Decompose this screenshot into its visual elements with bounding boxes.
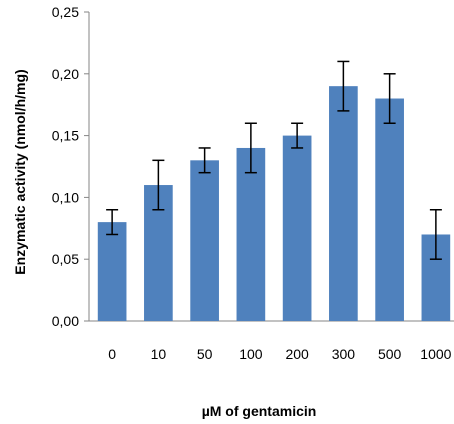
x-tick-label: 100 bbox=[239, 346, 263, 362]
bar bbox=[282, 135, 312, 321]
y-tick-label: 0,10 bbox=[52, 189, 79, 205]
x-tick-label: 1000 bbox=[420, 346, 451, 362]
x-tick-label: 0 bbox=[108, 346, 116, 362]
y-tick-label: 0,25 bbox=[52, 4, 79, 20]
y-axis-title: Enzymatic activity (nmol/h/mg) bbox=[12, 69, 28, 274]
y-axis: 0,00 0,05 0,10 0,15 0,20 0,25 bbox=[52, 4, 90, 329]
error-bars bbox=[106, 60, 442, 260]
bar bbox=[375, 98, 404, 322]
x-tick-label: 10 bbox=[151, 346, 167, 362]
x-axis: 0 10 50 100 200 300 500 1000 bbox=[89, 320, 454, 362]
y-tick-label: 0,20 bbox=[52, 66, 79, 82]
y-tick-label: 0,00 bbox=[52, 313, 79, 329]
bar bbox=[190, 160, 219, 321]
bar bbox=[236, 147, 266, 321]
y-tick-label: 0,05 bbox=[52, 251, 79, 267]
bars bbox=[97, 86, 451, 322]
bar bbox=[97, 222, 127, 321]
y-tick-label: 0,15 bbox=[52, 128, 79, 144]
x-tick-label: 50 bbox=[197, 346, 213, 362]
x-tick-label: 500 bbox=[378, 346, 402, 362]
bar bbox=[329, 86, 358, 321]
x-tick-label: 200 bbox=[285, 346, 309, 362]
x-tick-label: 300 bbox=[332, 346, 356, 362]
x-axis-title: µM of gentamicin bbox=[202, 403, 317, 419]
